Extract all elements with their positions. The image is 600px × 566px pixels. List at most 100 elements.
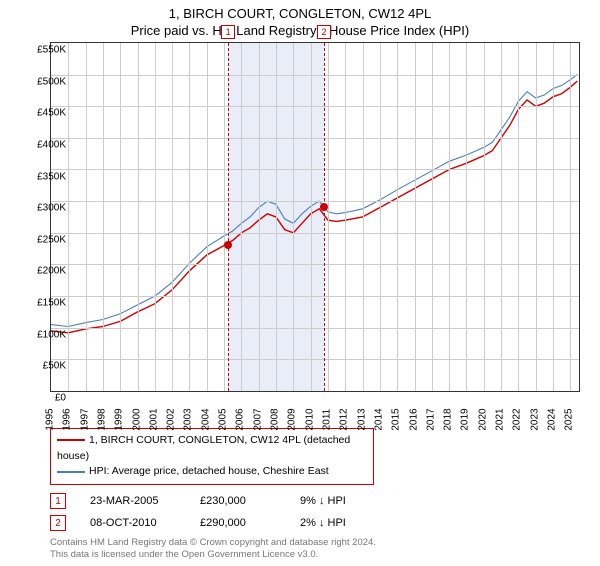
x-gridline bbox=[189, 43, 190, 391]
x-gridline bbox=[449, 43, 450, 391]
x-tick-label: 2021 bbox=[495, 408, 506, 430]
x-gridline bbox=[68, 43, 69, 391]
legend-item: HPI: Average price, detached house, Ches… bbox=[57, 464, 367, 480]
x-tick-label: 2011 bbox=[321, 409, 332, 431]
footer-attribution: Contains HM Land Registry data © Crown c… bbox=[50, 537, 600, 562]
x-tick-label: 2001 bbox=[148, 408, 159, 430]
x-tick-label: 1998 bbox=[96, 408, 107, 430]
legend-swatch bbox=[57, 471, 85, 473]
y-tick-label: £0 bbox=[21, 393, 66, 404]
sale-price: £290,000 bbox=[200, 517, 300, 529]
x-tick-label: 2000 bbox=[131, 408, 142, 430]
series-price_paid bbox=[51, 81, 577, 333]
x-gridline bbox=[293, 43, 294, 391]
chart-subtitle: Price paid vs. HM Land Registry's House … bbox=[0, 23, 600, 38]
x-tick-label: 2010 bbox=[304, 408, 315, 430]
x-gridline bbox=[241, 43, 242, 391]
y-gridline bbox=[51, 233, 579, 234]
legend-label: HPI: Average price, detached house, Ches… bbox=[89, 465, 329, 477]
sale-diff: 2% ↓ HPI bbox=[300, 517, 380, 529]
x-gridline bbox=[432, 43, 433, 391]
x-gridline bbox=[501, 43, 502, 391]
footer-line1: Contains HM Land Registry data © Crown c… bbox=[50, 537, 600, 549]
y-gridline bbox=[51, 296, 579, 297]
x-tick-label: 1999 bbox=[114, 408, 125, 430]
x-gridline bbox=[311, 43, 312, 391]
x-gridline bbox=[397, 43, 398, 391]
x-gridline bbox=[103, 43, 104, 391]
x-gridline bbox=[224, 43, 225, 391]
x-gridline bbox=[380, 43, 381, 391]
x-tick-label: 2004 bbox=[200, 408, 211, 430]
y-tick-label: £400K bbox=[21, 139, 66, 150]
x-gridline bbox=[345, 43, 346, 391]
sale-marker bbox=[320, 203, 328, 211]
y-gridline bbox=[51, 138, 579, 139]
x-tick-label: 2003 bbox=[183, 408, 194, 430]
x-tick-label: 1995 bbox=[45, 408, 56, 430]
y-gridline bbox=[51, 169, 579, 170]
x-gridline bbox=[466, 43, 467, 391]
x-gridline bbox=[120, 43, 121, 391]
x-tick-label: 2007 bbox=[252, 408, 263, 430]
sale-vline bbox=[228, 43, 229, 391]
sale-badge: 1 bbox=[221, 25, 235, 39]
sale-diff: 9% ↓ HPI bbox=[300, 495, 380, 507]
chart-svg bbox=[51, 43, 579, 391]
chart-plot-area: 12 bbox=[50, 42, 580, 392]
x-tick-label: 2002 bbox=[166, 408, 177, 430]
x-tick-label: 2005 bbox=[218, 408, 229, 430]
x-tick-label: 2013 bbox=[356, 408, 367, 430]
x-tick-label: 2012 bbox=[339, 408, 350, 430]
x-tick-label: 2008 bbox=[270, 408, 281, 430]
x-tick-label: 2020 bbox=[477, 408, 488, 430]
sale-date: 23-MAR-2005 bbox=[90, 495, 200, 507]
sales-row: 2 08-OCT-2010£290,0002% ↓ HPI bbox=[50, 515, 600, 531]
y-tick-label: £250K bbox=[21, 234, 66, 245]
y-gridline bbox=[51, 328, 579, 329]
y-tick-label: £550K bbox=[21, 45, 66, 56]
legend-item: 1, BIRCH COURT, CONGLETON, CW12 4PL (det… bbox=[57, 433, 367, 465]
y-tick-label: £300K bbox=[21, 203, 66, 214]
x-gridline bbox=[484, 43, 485, 391]
sales-row: 1 23-MAR-2005£230,0009% ↓ HPI bbox=[50, 493, 600, 509]
sale-badge: 2 bbox=[317, 25, 331, 39]
y-gridline bbox=[51, 359, 579, 360]
y-tick-label: £350K bbox=[21, 171, 66, 182]
x-tick-label: 2022 bbox=[512, 408, 523, 430]
x-tick-label: 2016 bbox=[408, 408, 419, 430]
x-tick-label: 2015 bbox=[391, 408, 402, 430]
y-tick-label: £200K bbox=[21, 266, 66, 277]
y-tick-label: £100K bbox=[21, 329, 66, 340]
x-gridline bbox=[155, 43, 156, 391]
x-tick-label: 2019 bbox=[460, 408, 471, 430]
y-gridline bbox=[51, 106, 579, 107]
x-gridline bbox=[207, 43, 208, 391]
sale-date: 08-OCT-2010 bbox=[90, 517, 200, 529]
y-gridline bbox=[51, 201, 579, 202]
x-gridline bbox=[328, 43, 329, 391]
y-tick-label: £450K bbox=[21, 108, 66, 119]
x-gridline bbox=[553, 43, 554, 391]
sale-number-badge: 1 bbox=[50, 493, 66, 509]
sale-marker bbox=[224, 241, 232, 249]
x-gridline bbox=[259, 43, 260, 391]
x-gridline bbox=[570, 43, 571, 391]
x-tick-label: 1996 bbox=[62, 408, 73, 430]
y-tick-label: £150K bbox=[21, 298, 66, 309]
x-gridline bbox=[518, 43, 519, 391]
x-tick-label: 2017 bbox=[425, 408, 436, 430]
y-tick-label: £500K bbox=[21, 76, 66, 87]
x-gridline bbox=[276, 43, 277, 391]
x-tick-label: 1997 bbox=[79, 408, 90, 430]
x-gridline bbox=[415, 43, 416, 391]
x-tick-label: 2014 bbox=[373, 408, 384, 430]
x-gridline bbox=[363, 43, 364, 391]
legend-label: 1, BIRCH COURT, CONGLETON, CW12 4PL (det… bbox=[57, 434, 350, 462]
legend: 1, BIRCH COURT, CONGLETON, CW12 4PL (det… bbox=[50, 428, 374, 485]
x-gridline bbox=[172, 43, 173, 391]
sale-number-badge: 2 bbox=[50, 515, 66, 531]
x-tick-label: 2023 bbox=[529, 408, 540, 430]
sale-price: £230,000 bbox=[200, 495, 300, 507]
x-tick-label: 2024 bbox=[547, 408, 558, 430]
